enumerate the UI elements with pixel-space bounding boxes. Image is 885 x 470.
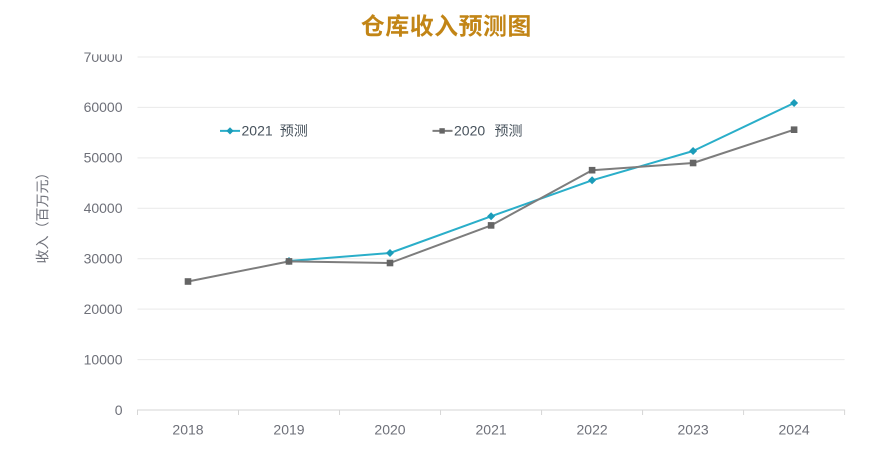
- svg-text:2018: 2018: [172, 422, 203, 438]
- svg-text:30000: 30000: [84, 251, 123, 267]
- svg-text:2019: 2019: [273, 422, 304, 438]
- svg-text:0: 0: [115, 402, 123, 418]
- svg-text:2024: 2024: [779, 422, 810, 438]
- svg-text:2023: 2023: [678, 422, 709, 438]
- svg-text:40000: 40000: [84, 200, 123, 216]
- svg-text:60000: 60000: [84, 99, 123, 115]
- svg-text:2021: 2021: [242, 122, 273, 138]
- svg-text:20000: 20000: [84, 301, 123, 317]
- svg-text:2020: 2020: [374, 422, 405, 438]
- svg-text:2021: 2021: [476, 422, 507, 438]
- svg-text:10000: 10000: [84, 351, 123, 367]
- svg-text:50000: 50000: [84, 150, 123, 166]
- svg-text:2022: 2022: [577, 422, 608, 438]
- svg-text:2020: 2020: [454, 122, 485, 138]
